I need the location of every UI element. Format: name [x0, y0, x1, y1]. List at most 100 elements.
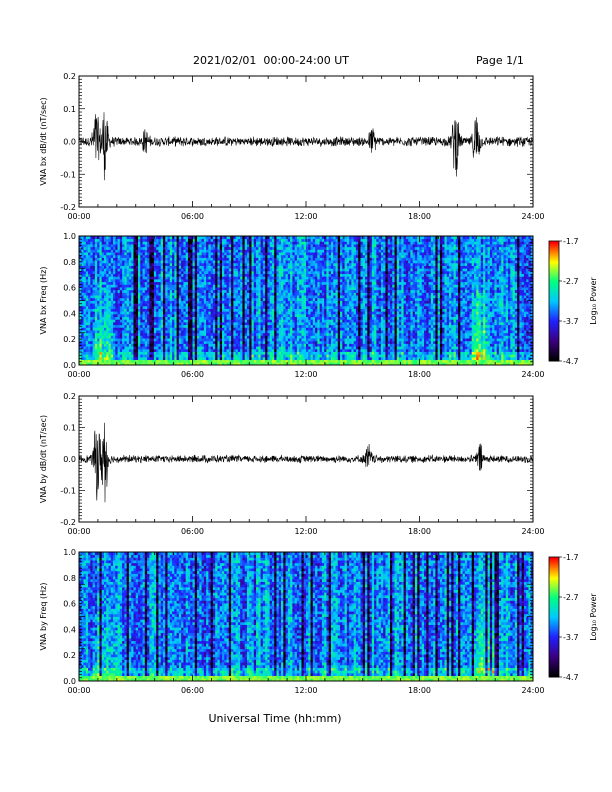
heatmap-cell	[187, 346, 191, 350]
heatmap-cell	[138, 279, 141, 283]
heatmap-cell	[249, 359, 252, 363]
heatmap-cell	[215, 297, 218, 301]
heatmap-cell	[199, 236, 202, 240]
heatmap-cell	[231, 319, 234, 323]
heatmap-cell	[267, 305, 271, 309]
heatmap-cell	[181, 295, 184, 299]
heatmap-cell	[110, 311, 114, 315]
heatmap-cell	[219, 308, 223, 312]
heatmap-cell	[126, 311, 130, 315]
heatmap-cell	[158, 257, 162, 261]
heatmap-cell	[206, 292, 209, 296]
heatmap-cell	[267, 324, 271, 328]
heatmap-cell	[194, 268, 198, 272]
heatmap-cell	[299, 276, 302, 280]
heatmap-cell	[138, 249, 141, 253]
heatmap-cell	[283, 303, 286, 307]
heatmap-cell	[283, 295, 286, 299]
heatmap-cell	[235, 308, 239, 312]
heatmap-cell	[142, 308, 146, 312]
heatmap-cell	[128, 359, 132, 363]
heatmap-cell	[144, 273, 148, 277]
heatmap-cell	[153, 335, 157, 339]
heatmap-cell	[99, 270, 103, 275]
heatmap-cell	[131, 335, 134, 339]
heatmap-cell	[212, 249, 216, 253]
heatmap-cell	[301, 313, 305, 318]
heatmap-cell	[233, 249, 237, 253]
heatmap-cell	[124, 260, 128, 264]
heatmap-cell	[103, 244, 107, 248]
heatmap-cell	[187, 295, 191, 299]
heatmap-cell	[172, 241, 175, 245]
heatmap-cell	[176, 262, 180, 266]
heatmap-cell	[203, 343, 207, 347]
heatmap-cell	[192, 260, 196, 264]
heatmap-cell	[192, 305, 196, 309]
heatmap-cell	[108, 265, 112, 269]
heatmap-cell	[201, 359, 205, 363]
heatmap-cell	[156, 356, 159, 361]
heatmap-cell	[131, 244, 134, 248]
heatmap-cell	[219, 305, 223, 309]
heatmap-cell	[178, 260, 182, 264]
heatmap-cell	[269, 236, 273, 240]
heatmap-cell	[246, 257, 250, 261]
heatmap-cell	[147, 354, 150, 358]
heatmap-cell	[97, 316, 100, 320]
heatmap-cell	[83, 281, 87, 285]
heatmap-cell	[131, 276, 134, 280]
heatmap-cell	[181, 332, 184, 336]
heatmap-cell	[265, 327, 268, 331]
heatmap-cell	[235, 252, 239, 256]
heatmap-cell	[156, 335, 159, 339]
heatmap-cell	[228, 351, 232, 355]
heatmap-cell	[265, 311, 268, 315]
heatmap-cell	[290, 313, 293, 318]
heatmap-cell	[299, 340, 302, 344]
heatmap-cell	[258, 351, 261, 355]
heatmap-cell	[237, 327, 241, 331]
heatmap-cell	[276, 322, 280, 326]
heatmap-cell	[108, 279, 112, 283]
heatmap-cell	[262, 362, 266, 366]
heatmap-cell	[217, 362, 221, 366]
heatmap-cell	[217, 289, 221, 293]
heatmap-cell	[94, 348, 98, 352]
heatmap-cell	[115, 354, 118, 358]
heatmap-cell	[212, 327, 216, 331]
heatmap-cell	[215, 241, 218, 245]
heatmap-cell	[262, 297, 266, 301]
heatmap-cell	[174, 359, 178, 363]
heatmap-cell	[149, 362, 153, 366]
heatmap-cell	[172, 300, 175, 304]
heatmap-cell	[94, 343, 98, 347]
heatmap-cell	[303, 327, 307, 331]
heatmap-cell	[181, 252, 184, 256]
heatmap-cell	[99, 281, 103, 285]
heatmap-cell	[265, 300, 268, 304]
heatmap-cell	[92, 335, 96, 339]
heatmap-cell	[235, 292, 239, 296]
heatmap-cell	[183, 262, 187, 266]
heatmap-cell	[281, 292, 284, 296]
heatmap-cell	[160, 319, 164, 323]
heatmap-cell	[303, 362, 307, 366]
heatmap-cell	[294, 351, 298, 355]
heatmap-cell	[219, 284, 223, 288]
heatmap-cell	[276, 335, 280, 339]
heatmap-cell	[281, 305, 284, 309]
heatmap-cell	[253, 260, 257, 264]
heatmap-cell	[99, 236, 103, 240]
heatmap-cell	[287, 316, 291, 320]
heatmap-cell	[138, 335, 141, 339]
heatmap-cell	[246, 260, 250, 264]
heatmap-cell	[183, 236, 187, 240]
heatmap-cell	[79, 252, 82, 256]
heatmap-cell	[126, 335, 130, 339]
heatmap-cell	[208, 260, 212, 264]
heatmap-cell	[115, 252, 118, 256]
heatmap-cell	[265, 262, 268, 266]
heatmap-cell	[81, 241, 84, 245]
heatmap-cell	[228, 322, 232, 326]
